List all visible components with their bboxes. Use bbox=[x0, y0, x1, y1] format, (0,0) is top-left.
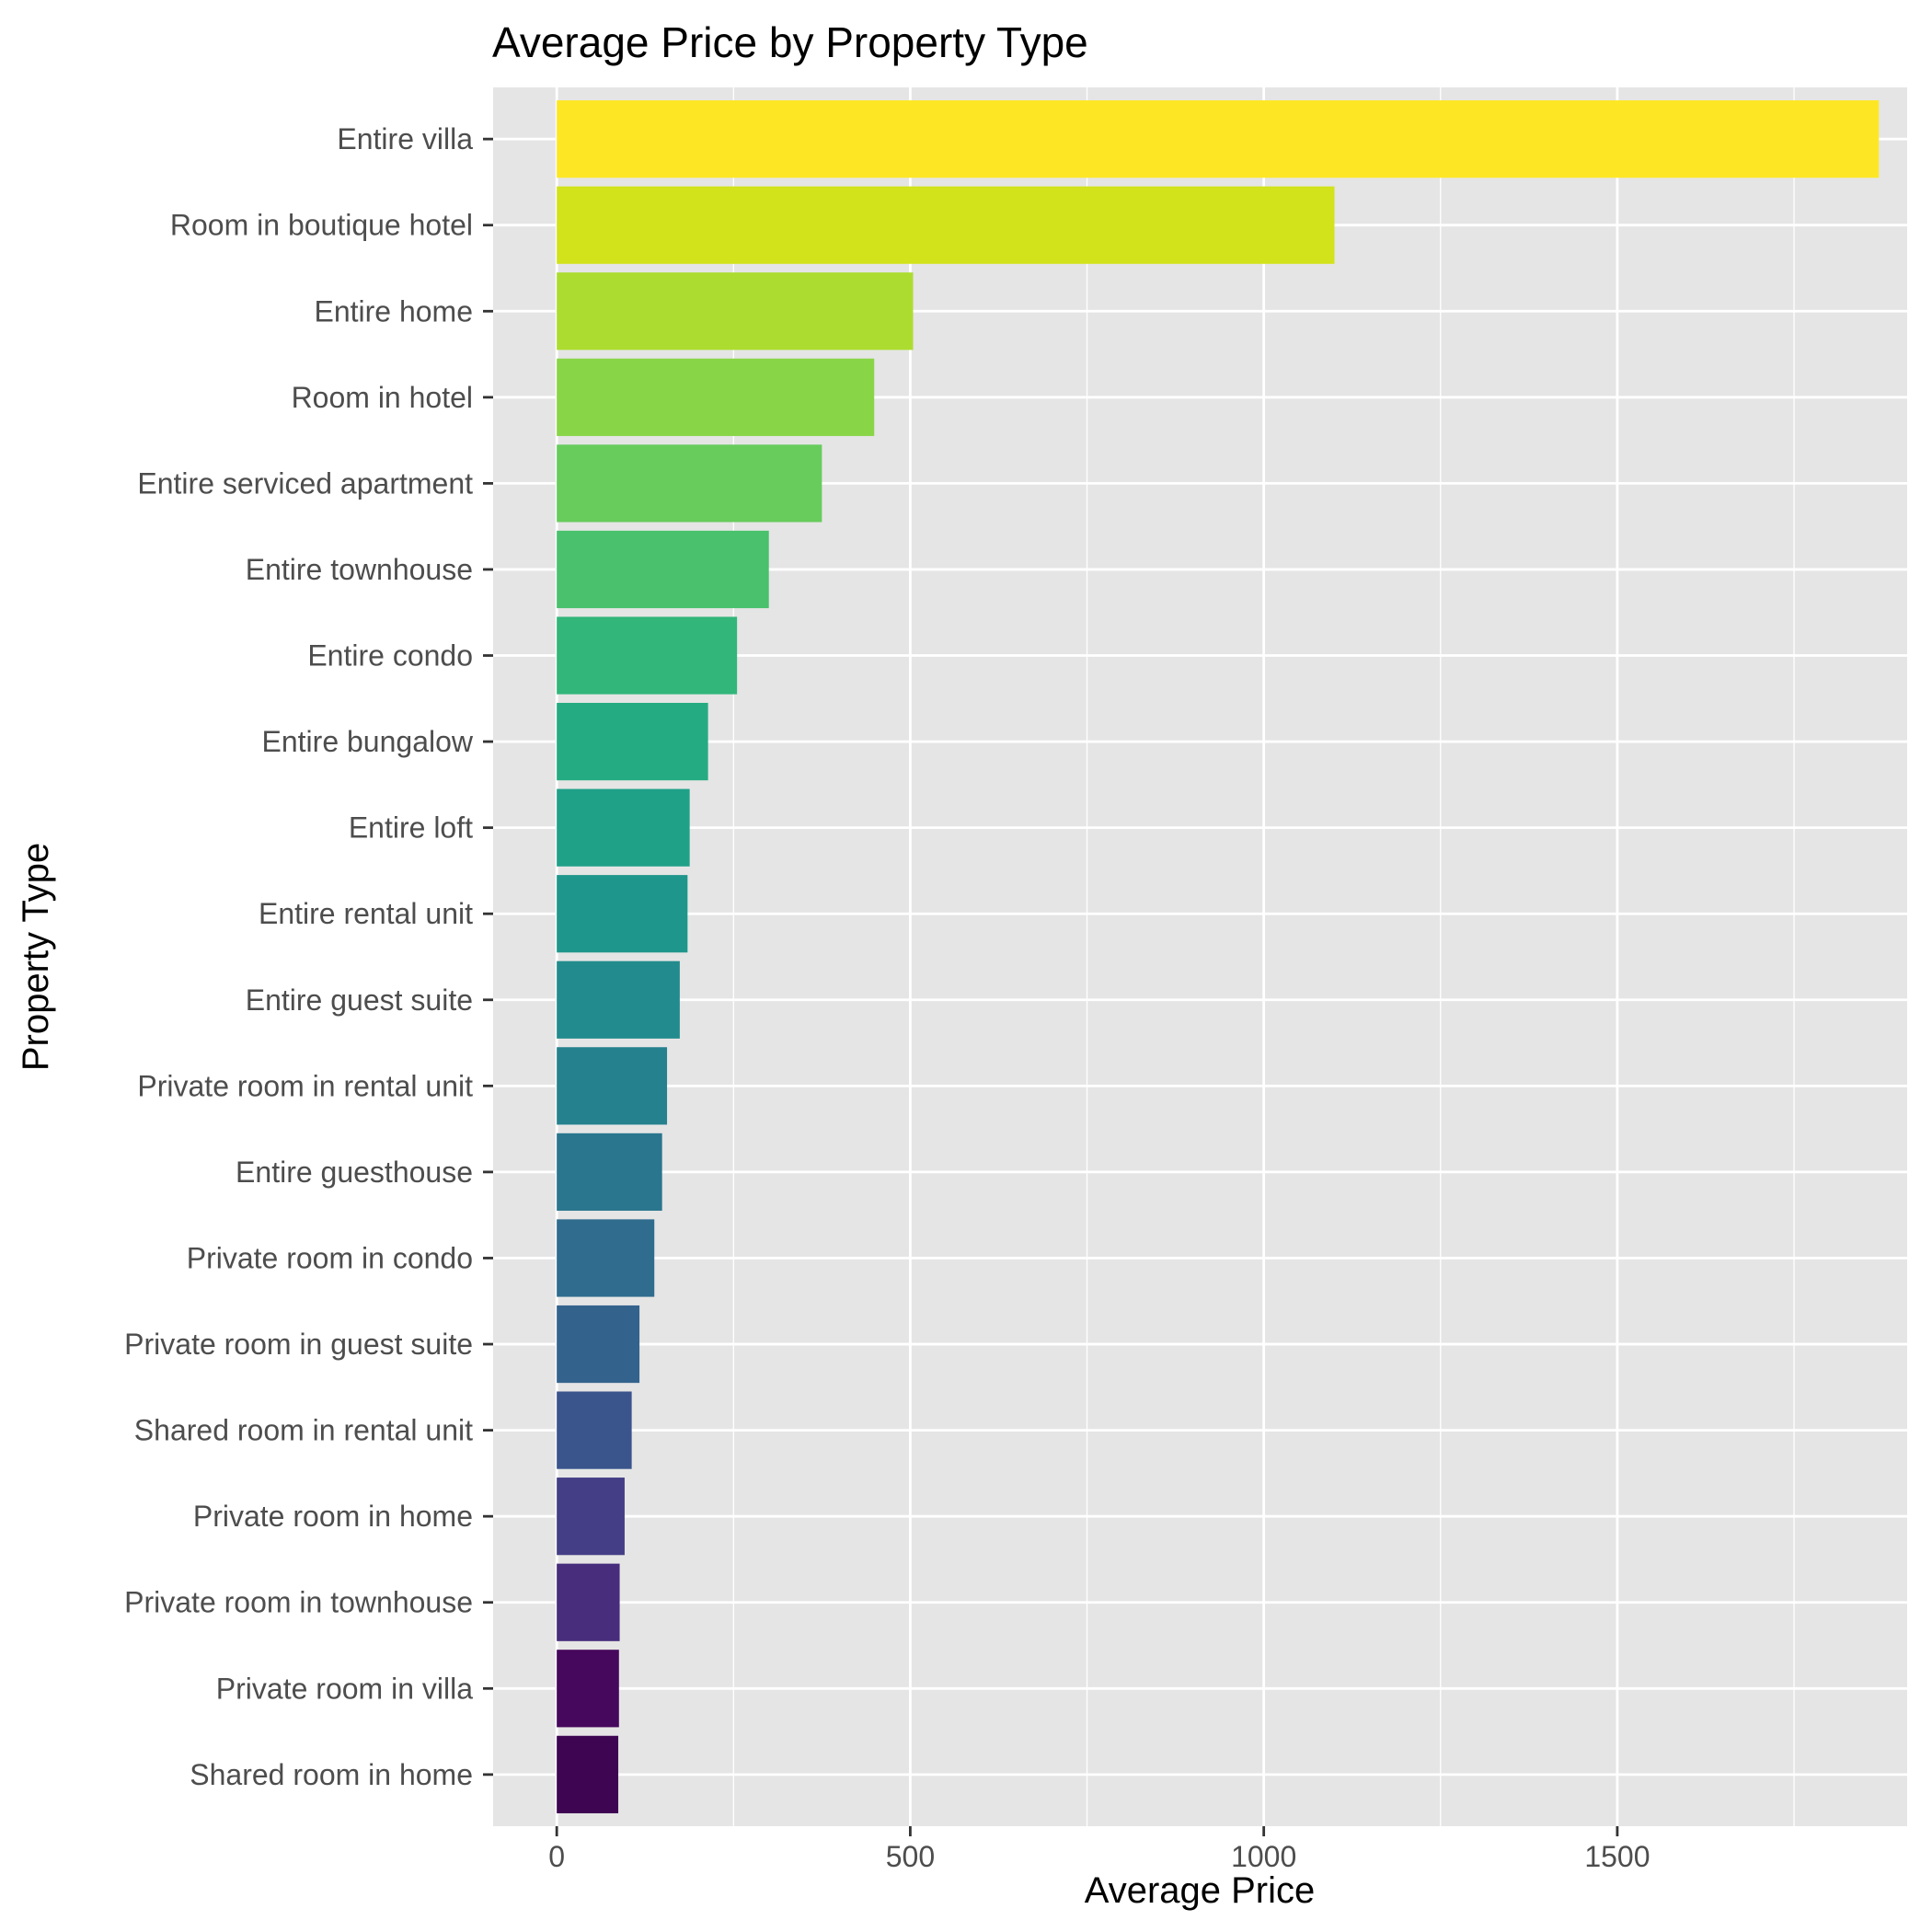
bar-entire-guesthouse bbox=[557, 1133, 662, 1212]
y-tick-label: Room in boutique hotel bbox=[170, 209, 473, 242]
x-tick-label: 1000 bbox=[1231, 1840, 1296, 1873]
y-tick-label: Entire villa bbox=[337, 122, 473, 155]
bar-entire-loft bbox=[557, 788, 690, 867]
y-tick-label: Shared room in rental unit bbox=[134, 1414, 473, 1447]
y-tick-label: Private room in condo bbox=[187, 1241, 473, 1274]
bar-entire-rental-unit bbox=[557, 875, 688, 953]
bar-private-room-in-home bbox=[557, 1478, 625, 1556]
bar-private-room-in-villa bbox=[557, 1650, 619, 1728]
y-tick-label: Entire loft bbox=[349, 811, 473, 845]
y-tick-label: Entire rental unit bbox=[259, 897, 473, 930]
y-tick-label: Shared room in home bbox=[190, 1758, 473, 1791]
y-tick-label: Room in hotel bbox=[292, 381, 473, 414]
y-tick-label: Entire townhouse bbox=[246, 553, 473, 586]
y-tick-label: Private room in villa bbox=[216, 1672, 473, 1705]
x-tick-label: 1500 bbox=[1584, 1840, 1650, 1873]
x-axis-title: Average Price bbox=[1085, 1870, 1316, 1911]
bar-private-room-in-guest-suite bbox=[557, 1305, 640, 1384]
bar-entire-home bbox=[557, 272, 914, 351]
y-tick-label: Private room in rental unit bbox=[137, 1069, 473, 1102]
bar-private-room-in-townhouse bbox=[557, 1563, 620, 1641]
bar-private-room-in-rental-unit bbox=[557, 1047, 668, 1125]
bar-shared-room-in-rental-unit bbox=[557, 1391, 632, 1469]
bar-entire-townhouse bbox=[557, 530, 769, 609]
x-tick-label: 500 bbox=[886, 1840, 935, 1873]
bar-entire-condo bbox=[557, 616, 738, 695]
x-tick-label: 0 bbox=[548, 1840, 565, 1873]
bar-room-in-boutique-hotel bbox=[557, 186, 1335, 264]
y-tick-label: Entire home bbox=[314, 294, 473, 328]
y-tick-label: Entire guest suite bbox=[246, 983, 473, 1017]
bar-entire-bungalow bbox=[557, 702, 708, 781]
bar-entire-guest-suite bbox=[557, 960, 680, 1039]
bar-entire-villa bbox=[557, 100, 1880, 178]
x-axis: 0 500 1000 1500 bbox=[548, 1826, 1650, 1873]
chart-title: Average Price by Property Type bbox=[492, 18, 1088, 66]
bars bbox=[557, 100, 1880, 1813]
y-tick-label: Private room in townhouse bbox=[124, 1586, 473, 1619]
y-axis-title: Property Type bbox=[16, 843, 56, 1071]
y-tick-label: Entire serviced apartment bbox=[137, 466, 473, 500]
y-tick-label: Private room in home bbox=[193, 1500, 473, 1533]
y-tick-label: Entire condo bbox=[307, 639, 473, 673]
y-tick-label: Private room in guest suite bbox=[124, 1328, 473, 1361]
bar-private-room-in-condo bbox=[557, 1219, 655, 1297]
bar-entire-serviced-apartment bbox=[557, 444, 822, 523]
y-axis: Entire villa Room in boutique hotel Entire… bbox=[124, 122, 493, 1791]
y-tick-label: Entire guesthouse bbox=[236, 1156, 473, 1189]
bar-room-in-hotel bbox=[557, 358, 875, 436]
y-tick-label: Entire bungalow bbox=[262, 725, 474, 758]
bar-shared-room-in-home bbox=[557, 1735, 619, 1813]
